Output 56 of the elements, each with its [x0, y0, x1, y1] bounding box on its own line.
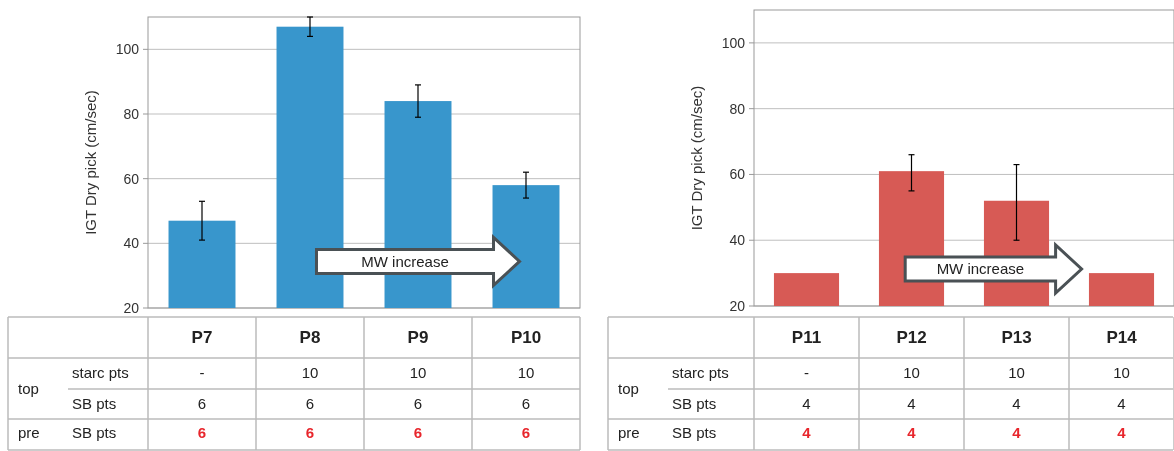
x-tick-label: P11: [791, 327, 822, 347]
text: starc pts: [672, 364, 729, 382]
y-tick-label: 80: [123, 105, 140, 122]
text: 4: [907, 424, 917, 442]
y-tick-label: 20: [729, 297, 746, 314]
text: 6: [413, 395, 423, 413]
text: SB pts: [72, 395, 117, 413]
text: 10: [1008, 364, 1025, 382]
text: pre: [18, 424, 40, 442]
x-tick-label: P8: [299, 327, 321, 347]
text: 6: [521, 395, 531, 413]
text: SB pts: [672, 424, 717, 442]
y-tick-label: 60: [123, 170, 140, 187]
text: 10: [409, 364, 427, 382]
text: 4: [1012, 424, 1022, 442]
text: 4: [907, 395, 916, 413]
text: 10: [517, 364, 535, 382]
text: SB pts: [72, 424, 117, 442]
y-axis-title: IGT Dry pick (cm/sec): [82, 90, 99, 235]
text: 4: [1117, 395, 1126, 413]
text: 6: [413, 424, 423, 442]
text: 6: [197, 424, 207, 442]
y-tick-label: 100: [115, 41, 140, 58]
x-tick-label: P10: [510, 327, 542, 347]
y-tick-label: 60: [729, 166, 746, 183]
text: 4: [802, 424, 812, 442]
text: 10: [1113, 364, 1130, 382]
text: top: [618, 379, 639, 397]
text: SB pts: [672, 395, 717, 413]
y-tick-label: 80: [729, 100, 746, 117]
text: starc pts: [72, 364, 129, 382]
x-tick-label: P12: [896, 327, 927, 347]
text: 6: [305, 424, 315, 442]
y-tick-label: 20: [123, 299, 140, 316]
x-tick-label: P9: [407, 327, 429, 347]
x-tick-label: P7: [191, 327, 213, 347]
text: 10: [903, 364, 920, 382]
text: -: [199, 364, 205, 382]
text: top: [18, 379, 39, 397]
text: 6: [521, 424, 531, 442]
text: 4: [1117, 424, 1127, 442]
text: pre: [618, 424, 640, 442]
x-tick-label: P13: [1001, 327, 1032, 347]
y-tick-label: 100: [721, 34, 746, 51]
annotation: MW increase: [936, 260, 1025, 278]
annotation: MW increase: [361, 252, 449, 270]
text: 6: [305, 395, 315, 413]
x-tick-label: P14: [1106, 327, 1138, 347]
text: 10: [301, 364, 319, 382]
y-tick-label: 40: [123, 235, 140, 252]
y-axis-title: IGT Dry pick (cm/sec): [688, 85, 705, 231]
text: 4: [1012, 395, 1021, 413]
text: -: [804, 364, 809, 382]
text: 4: [802, 395, 811, 413]
text: 6: [197, 395, 207, 413]
y-tick-label: 40: [729, 232, 746, 249]
